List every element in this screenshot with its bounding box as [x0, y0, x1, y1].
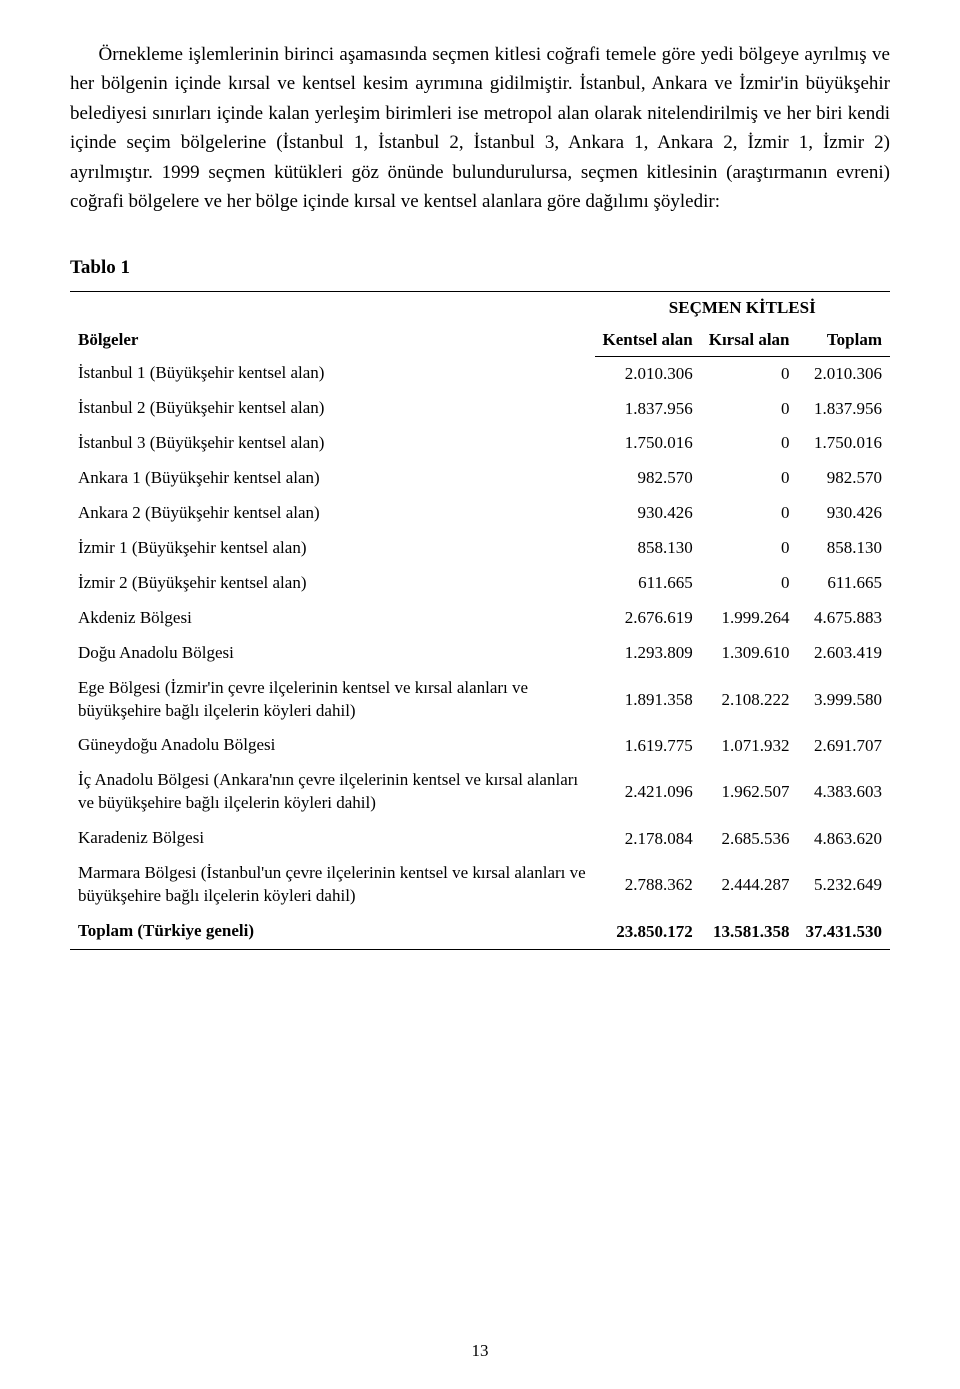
cell-value: 0	[701, 461, 798, 496]
column-header-toplam: Toplam	[798, 324, 891, 357]
intro-paragraph: Örnekleme işlemlerinin birinci aşamasınd…	[70, 40, 890, 217]
table-row: Karadeniz Bölgesi2.178.0842.685.5364.863…	[70, 821, 890, 856]
region-label: İstanbul 3 (Büyükşehir kentsel alan)	[70, 426, 595, 461]
region-label: Doğu Anadolu Bölgesi	[70, 636, 595, 671]
table-row: Güneydoğu Anadolu Bölgesi1.619.7751.071.…	[70, 728, 890, 763]
total-value: 23.850.172	[595, 914, 701, 949]
region-label: Marmara Bölgesi (İstanbul'un çevre ilçel…	[70, 856, 595, 914]
region-label: İstanbul 1 (Büyükşehir kentsel alan)	[70, 356, 595, 391]
region-label: Güneydoğu Anadolu Bölgesi	[70, 728, 595, 763]
region-label: İzmir 2 (Büyükşehir kentsel alan)	[70, 566, 595, 601]
cell-value: 858.130	[798, 531, 891, 566]
cell-value: 3.999.580	[798, 671, 891, 729]
cell-value: 1.750.016	[595, 426, 701, 461]
cell-value: 930.426	[595, 496, 701, 531]
table-row-total: Toplam (Türkiye geneli)23.850.17213.581.…	[70, 914, 890, 949]
cell-value: 2.444.287	[701, 856, 798, 914]
cell-value: 1.619.775	[595, 728, 701, 763]
cell-value: 0	[701, 391, 798, 426]
table-row: Ankara 2 (Büyükşehir kentsel alan)930.42…	[70, 496, 890, 531]
cell-value: 2.676.619	[595, 601, 701, 636]
column-header-kirsal: Kırsal alan	[701, 324, 798, 357]
cell-value: 1.891.358	[595, 671, 701, 729]
cell-value: 1.071.932	[701, 728, 798, 763]
cell-value: 2.421.096	[595, 763, 701, 821]
table-row: Doğu Anadolu Bölgesi1.293.8091.309.6102.…	[70, 636, 890, 671]
region-label: Ankara 1 (Büyükşehir kentsel alan)	[70, 461, 595, 496]
cell-value: 858.130	[595, 531, 701, 566]
cell-value: 611.665	[798, 566, 891, 601]
region-label: Ankara 2 (Büyükşehir kentsel alan)	[70, 496, 595, 531]
table-row: İstanbul 3 (Büyükşehir kentsel alan)1.75…	[70, 426, 890, 461]
table-title: Tablo 1	[70, 257, 890, 279]
table-row: İzmir 1 (Büyükşehir kentsel alan)858.130…	[70, 531, 890, 566]
cell-value: 4.863.620	[798, 821, 891, 856]
region-label: Ege Bölgesi (İzmir'in çevre ilçelerinin …	[70, 671, 595, 729]
cell-value: 2.010.306	[595, 356, 701, 391]
table-row: Ege Bölgesi (İzmir'in çevre ilçelerinin …	[70, 671, 890, 729]
total-value: 37.431.530	[798, 914, 891, 949]
cell-value: 1.999.264	[701, 601, 798, 636]
cell-value: 611.665	[595, 566, 701, 601]
cell-value: 2.010.306	[798, 356, 891, 391]
cell-value: 1.837.956	[798, 391, 891, 426]
cell-value: 2.178.084	[595, 821, 701, 856]
table-row: İzmir 2 (Büyükşehir kentsel alan)611.665…	[70, 566, 890, 601]
cell-value: 2.685.536	[701, 821, 798, 856]
table-row: Akdeniz Bölgesi2.676.6191.999.2644.675.8…	[70, 601, 890, 636]
cell-value: 0	[701, 566, 798, 601]
table-row: İstanbul 1 (Büyükşehir kentsel alan)2.01…	[70, 356, 890, 391]
region-label: Karadeniz Bölgesi	[70, 821, 595, 856]
cell-value: 1.293.809	[595, 636, 701, 671]
table-row: İstanbul 2 (Büyükşehir kentsel alan)1.83…	[70, 391, 890, 426]
cell-value: 2.788.362	[595, 856, 701, 914]
cell-value: 2.603.419	[798, 636, 891, 671]
cell-value: 1.309.610	[701, 636, 798, 671]
cell-value: 1.837.956	[595, 391, 701, 426]
table-row: Ankara 1 (Büyükşehir kentsel alan)982.57…	[70, 461, 890, 496]
cell-value: 0	[701, 426, 798, 461]
cell-value: 930.426	[798, 496, 891, 531]
total-value: 13.581.358	[701, 914, 798, 949]
column-header-region: Bölgeler	[70, 291, 595, 356]
region-label: İzmir 1 (Büyükşehir kentsel alan)	[70, 531, 595, 566]
cell-value: 0	[701, 356, 798, 391]
region-label: Akdeniz Bölgesi	[70, 601, 595, 636]
cell-value: 982.570	[595, 461, 701, 496]
cell-value: 5.232.649	[798, 856, 891, 914]
cell-value: 982.570	[798, 461, 891, 496]
cell-value: 0	[701, 496, 798, 531]
secmen-kitlesi-table: Bölgeler SEÇMEN KİTLESİ Kentsel alan Kır…	[70, 291, 890, 950]
cell-value: 4.675.883	[798, 601, 891, 636]
table-row: Marmara Bölgesi (İstanbul'un çevre ilçel…	[70, 856, 890, 914]
column-group-header: SEÇMEN KİTLESİ	[595, 291, 890, 324]
cell-value: 1.962.507	[701, 763, 798, 821]
table-row: İç Anadolu Bölgesi (Ankara'nın çevre ilç…	[70, 763, 890, 821]
total-label: Toplam (Türkiye geneli)	[70, 914, 595, 949]
page-number: 13	[0, 1341, 960, 1361]
region-label: İç Anadolu Bölgesi (Ankara'nın çevre ilç…	[70, 763, 595, 821]
cell-value: 2.108.222	[701, 671, 798, 729]
cell-value: 2.691.707	[798, 728, 891, 763]
cell-value: 4.383.603	[798, 763, 891, 821]
cell-value: 1.750.016	[798, 426, 891, 461]
region-label: İstanbul 2 (Büyükşehir kentsel alan)	[70, 391, 595, 426]
cell-value: 0	[701, 531, 798, 566]
column-header-kentsel: Kentsel alan	[595, 324, 701, 357]
